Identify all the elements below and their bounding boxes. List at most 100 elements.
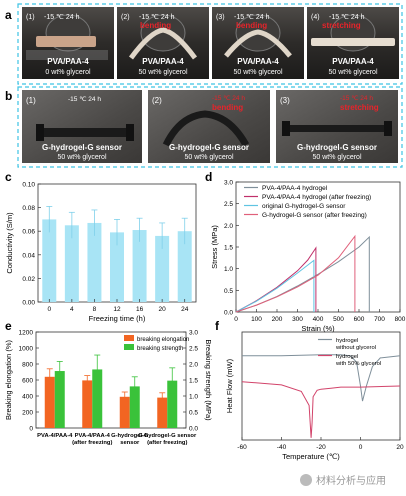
photo-b2-sub: 50 wt% glycerol	[184, 154, 233, 161]
photo-b1-sub: 50 wt% glycerol	[57, 154, 106, 161]
bar	[64, 225, 79, 302]
x-tick-label: 500	[333, 316, 344, 323]
photo-b3-condition: -15 ℃ 24 h	[340, 95, 373, 102]
photo-a2-action: bending	[140, 21, 171, 30]
legend-entry: PVA-4/PAA-4 hydrogel	[262, 185, 328, 192]
y2-tick-label: 0.5	[189, 410, 198, 417]
x-tick-label: PVA-4/PAA-4	[37, 433, 73, 439]
x-tick-label: -40	[277, 444, 287, 451]
photo-a1: (1) -15 ℃ 24 h PVA/PAA-4 0 wt% glycerol	[22, 7, 114, 79]
photo-b3-action: stretching	[340, 103, 379, 112]
x-tick-label: 0	[359, 444, 363, 451]
chart-c-conductivity: 0.00 0.02 0.04 0.06 0.08 0.10 0 4 8 12 16 20 24 Freez…	[5, 182, 197, 323]
photo-b2-action: bending	[212, 103, 243, 112]
legend-swatch	[124, 335, 134, 341]
photo-a3-condition: -15 ℃ 24 h	[234, 14, 270, 21]
y2-tick-label: 2.0	[189, 362, 198, 369]
y-tick-label: 1.0	[224, 266, 233, 273]
bar	[92, 369, 103, 428]
x-tick-label: G-hydrogel-G sensor (after freezing)	[138, 433, 197, 446]
x-tick-label: 700	[374, 316, 385, 323]
bar	[119, 396, 130, 428]
panel-a-frame	[17, 3, 403, 85]
y-tick-label: 0.0	[224, 310, 233, 317]
photo-a2-label: PVA/PAA-4	[142, 57, 184, 66]
y-tick-label: 200	[22, 410, 33, 417]
hydrogel-bent	[128, 27, 198, 60]
photo-a1-label: PVA/PAA-4	[47, 57, 89, 66]
x-tick-label: 4	[70, 306, 74, 313]
y-tick-label: 400	[22, 394, 33, 401]
photo-a4-index: (4)	[311, 14, 320, 21]
y-tick-label: 2.5	[224, 201, 233, 208]
panel-c-letter: c	[5, 170, 12, 184]
y-tick-label: 1200	[19, 330, 34, 337]
series-line	[235, 246, 317, 313]
x-tick-label: 20	[159, 306, 167, 313]
y-tick-label: 800	[22, 362, 33, 369]
x-tick-label: PVA-4/PAA-4 (after freezing)	[72, 433, 112, 446]
series-line	[235, 259, 315, 313]
legend-entry: original G-hydrogel-G sensor	[262, 203, 346, 210]
bar	[155, 235, 170, 302]
x-tick-label: 12	[113, 306, 121, 313]
photo-a2-index: (2)	[121, 14, 130, 21]
y-tick-label: 0.00	[22, 300, 35, 307]
y2-tick-label: 3.0	[189, 330, 198, 337]
legend-entry: breaking elongation	[137, 337, 189, 343]
plot-frame	[241, 331, 401, 441]
y-axis-label: Breaking elongation (%)	[4, 339, 13, 420]
bar	[82, 380, 93, 428]
hydrogel-bent	[224, 29, 292, 58]
y2-tick-label: 1.0	[189, 394, 198, 401]
x-tick-label: 200	[272, 316, 283, 323]
y-tick-label: 0	[29, 426, 33, 433]
x-tick-label: 0	[234, 316, 238, 323]
y-tick-label: 0.08	[22, 205, 35, 212]
y-tick-label: 0.10	[22, 182, 35, 189]
x-axis-label: Freezing time (h)	[89, 314, 146, 323]
chart-e-breaking: 0 200 400 600 800 1000 1200 0.0 0.5 1.0 1.5 2.0 2.5 3…	[4, 330, 213, 447]
photo-a1-sub: 0 wt% glycerol	[45, 69, 91, 76]
sensor-strip	[40, 128, 130, 137]
legend-entry: hydrogel without glycerol	[335, 338, 376, 351]
y-axis-label: Stress (MPa)	[210, 225, 219, 269]
panel-b-letter: b	[5, 89, 12, 103]
bar	[42, 219, 57, 302]
x-tick-label: 600	[354, 316, 365, 323]
photo-a4-action: stretching	[322, 21, 361, 30]
bar	[167, 380, 178, 428]
x-tick-label: 100	[251, 316, 262, 323]
photo-a4-sub: 50 wt% glycerol	[328, 69, 377, 76]
y-tick-label: 1.5	[224, 245, 233, 252]
x-tick-label: -20	[316, 444, 326, 451]
x-tick-label: 300	[292, 316, 303, 323]
hydrogel-strip	[36, 36, 96, 47]
bar	[157, 397, 168, 428]
bar	[87, 222, 102, 302]
x-axis-label: Temperature (℃)	[282, 452, 340, 461]
y-tick-label: 1000	[19, 346, 34, 353]
watermark-text: 材料分析与应用	[316, 474, 386, 487]
panel-d-letter: d	[205, 170, 212, 184]
y2-axis-label: Breaking strength (MPa)	[204, 339, 213, 421]
photo-a3-sub: 50 wt% glycerol	[233, 69, 282, 76]
photo-a4-condition: -15 ℃ 24 h	[329, 14, 365, 21]
sensor-bent	[162, 110, 250, 147]
x-tick-label: 0	[47, 306, 51, 313]
legend-swatch	[124, 344, 134, 350]
photo-a3-index: (3)	[216, 14, 225, 21]
bar	[110, 232, 124, 302]
y-tick-label: 2.0	[224, 223, 233, 230]
y-axis-label: Conductivity (S/m)	[5, 212, 14, 274]
chart-f-dsc: -60 -40 -20 0 20 hydrogel without glycerol hydr…	[225, 331, 404, 461]
photo-b3-label: G-hydrogel-G sensor	[297, 143, 377, 152]
photo-a1-condition: -15 ℃ 24 h	[44, 14, 80, 21]
y2-tick-label: 0.0	[189, 426, 198, 433]
x-tick-label: 800	[395, 316, 406, 323]
legend-entry: G-hydrogel-G sensor (after freezing)	[262, 212, 367, 219]
x-tick-label: 24	[181, 306, 189, 313]
panel-b-frame	[17, 86, 403, 168]
panel-f-letter: f	[215, 319, 220, 333]
wechat-icon	[300, 474, 312, 486]
